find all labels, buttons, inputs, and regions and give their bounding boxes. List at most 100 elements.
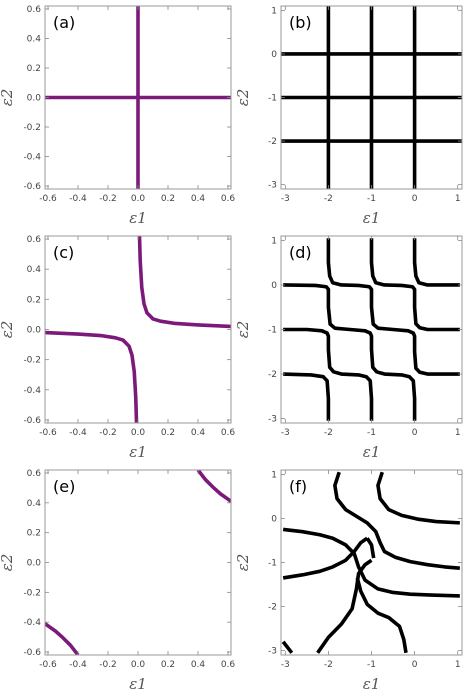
x-axis-label: ε1 [363,443,381,461]
x-tick-label: 0.0 [131,660,146,670]
y-axis-label: ε2 [234,89,252,107]
y-tick-label: 1 [271,6,277,16]
x-tick-label: 0.6 [221,428,236,438]
curve-series-0 [196,470,231,503]
y-axis-label: ε2 [0,321,16,339]
y-tick-label: 0.4 [27,34,42,44]
y-tick-label: -2 [268,370,277,380]
x-tick-label: -0.6 [39,428,57,438]
panel-1: -3 -2 -1 0 1 -3 -2 -1 0 1 (b) ε1 ε2 [234,5,463,227]
x-tick-label: -0.4 [69,194,87,204]
y-tick-label: -0.2 [23,123,41,133]
y-tick-label: 0.2 [27,64,41,74]
x-tick-label: 0.2 [161,660,175,670]
curve-series-1 [45,330,139,423]
panel-label: (d) [289,243,312,262]
y-tick-label: 0.6 [27,235,42,245]
curve-series-0 [333,471,461,571]
y-tick-label: -0.4 [23,386,41,396]
y-tick-label: -2 [268,137,277,147]
plot-frame [44,469,232,656]
panel-label: (e) [53,477,75,496]
curve-series-4 [365,537,376,559]
x-tick-label: -0.2 [99,428,117,438]
y-tick-label: -3 [268,647,277,657]
panel-label: (b) [289,13,312,32]
y-tick-label: -2 [268,603,277,613]
x-axis-label: ε1 [129,209,147,227]
y-axis-label: ε2 [234,554,252,572]
x-tick-label: 0.4 [191,428,206,438]
y-tick-label: 0.2 [27,295,41,305]
plot-frame [280,469,463,656]
curve-series-1 [283,327,374,421]
curve-series-1 [376,471,460,525]
y-tick-label: -0.6 [23,416,41,426]
y-tick-label: -1 [268,326,277,336]
x-tick-label: -0.2 [99,194,117,204]
panel-4: -0.6 -0.4 -0.2 0.0 0.2 0.4 0.6 -0.6 -0.4 -0.2 0.0 0… [0,469,235,693]
x-tick-label: -3 [281,660,290,670]
x-tick-label: 1 [455,428,461,438]
x-tick-label: -0.6 [39,660,57,670]
y-tick-label: 0 [271,281,277,291]
x-tick-label: 0.6 [221,194,236,204]
curve-series-1 [45,622,80,655]
panel-5: -3 -2 -1 0 1 -3 -2 -1 0 1 (f) ε1 ε2 [234,469,463,693]
x-axis-label: ε1 [363,675,381,693]
y-tick-label: 0.0 [27,94,42,104]
x-tick-label: -0.6 [39,194,57,204]
x-tick-label: 0.2 [161,428,175,438]
x-tick-label: 1 [455,660,461,670]
y-tick-label: 0 [271,514,277,524]
x-tick-label: 0.4 [191,660,206,670]
x-tick-label: 1 [455,194,461,204]
x-tick-label: -1 [367,194,376,204]
y-axis-label: ε2 [0,554,16,572]
y-tick-label: -0.4 [23,618,41,628]
y-tick-label: -0.6 [23,648,41,658]
y-tick-label: -1 [268,559,277,569]
x-tick-label: 0 [412,428,418,438]
curve-series-4 [369,238,460,332]
curve-series-2 [282,527,460,598]
panel-label: (f) [289,477,307,496]
x-tick-label: -0.2 [99,660,117,670]
x-tick-label: 0.0 [131,428,146,438]
panel-label: (c) [53,243,74,262]
curve-series-3 [282,536,369,580]
x-tick-label: 0 [412,660,418,670]
curve-series-0 [137,236,231,329]
x-tick-label: 0.6 [221,660,236,670]
y-tick-label: -0.6 [23,182,41,192]
x-axis-label: ε1 [129,443,147,461]
y-tick-label: 0 [271,50,277,60]
curve-series-7 [281,640,294,654]
y-tick-label: 0.0 [27,559,42,569]
x-tick-label: -0.4 [69,428,87,438]
y-tick-label: 0.6 [27,469,42,479]
y-tick-label: -0.2 [23,588,41,598]
panel-label: (a) [53,13,75,32]
x-axis-label: ε1 [129,675,147,693]
y-tick-label: -0.2 [23,356,41,366]
curve-series-3 [326,238,460,376]
plot-frame [44,235,232,424]
y-tick-label: -3 [268,181,277,191]
x-tick-label: -2 [324,660,333,670]
panel-0: -0.6 -0.4 -0.2 0.0 0.2 0.4 0.6 -0.6 -0.4 -0.2 0.0 0… [0,5,235,227]
curve-series-5 [412,238,460,287]
y-tick-label: 0.4 [27,499,42,509]
x-tick-label: -0.4 [69,660,87,670]
y-tick-label: 0.6 [27,5,42,15]
x-tick-label: -1 [367,428,376,438]
x-tick-label: 0 [412,194,418,204]
panel-2: -0.6 -0.4 -0.2 0.0 0.2 0.4 0.6 -0.6 -0.4 -0.2 0.0 0… [0,235,235,461]
y-tick-label: -1 [268,94,277,104]
x-tick-label: -1 [367,660,376,670]
curve-series-2 [283,283,417,421]
curve-series-5 [316,558,373,654]
x-tick-label: -3 [281,428,290,438]
y-tick-label: -0.4 [23,153,41,163]
y-axis-label: ε2 [234,321,252,339]
